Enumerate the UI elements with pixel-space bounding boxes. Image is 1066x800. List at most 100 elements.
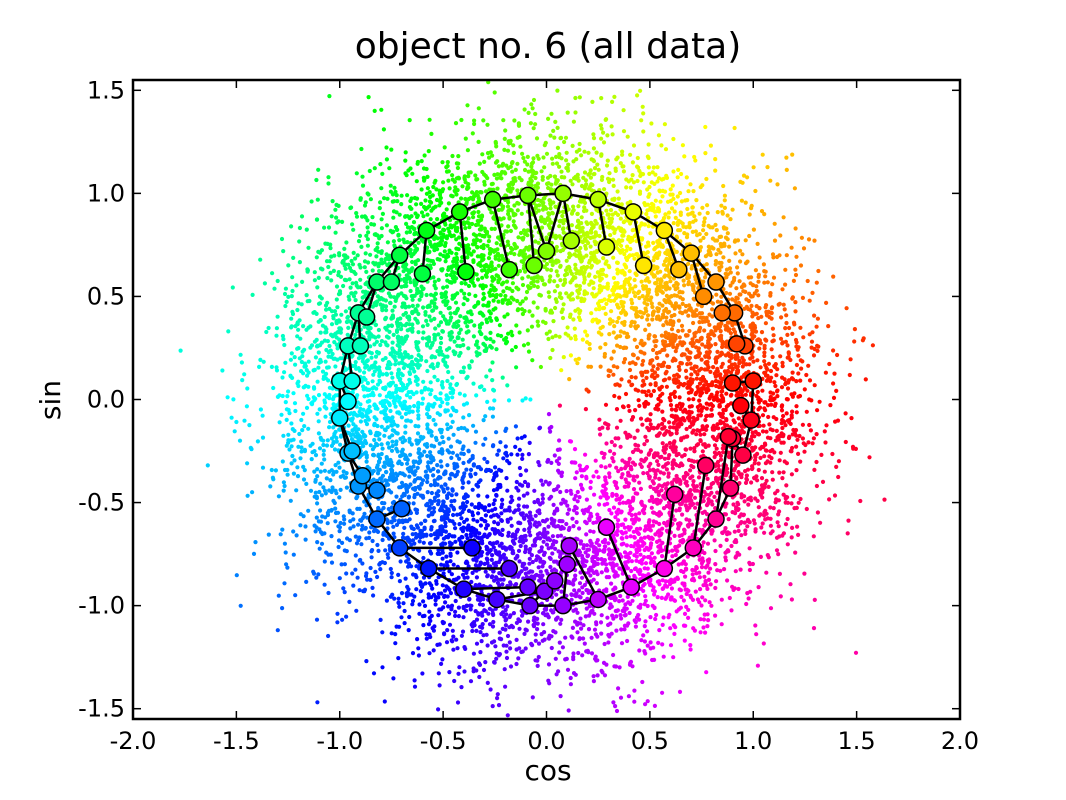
data-point xyxy=(421,379,426,384)
data-point xyxy=(541,578,546,584)
data-point xyxy=(350,222,355,227)
data-point xyxy=(588,529,593,534)
data-point xyxy=(419,390,424,395)
data-point xyxy=(653,344,658,349)
data-point xyxy=(438,320,444,325)
data-point xyxy=(655,530,660,535)
data-point xyxy=(682,527,687,532)
data-point xyxy=(553,305,558,311)
data-point xyxy=(304,579,309,585)
data-point xyxy=(648,382,653,387)
data-point xyxy=(725,423,730,428)
data-point xyxy=(479,504,484,509)
data-point xyxy=(823,370,829,375)
data-point xyxy=(686,279,692,285)
data-point xyxy=(264,329,269,335)
data-point xyxy=(514,620,520,626)
data-point xyxy=(794,340,799,345)
data-point xyxy=(415,408,420,413)
data-point xyxy=(424,292,429,298)
data-point xyxy=(651,267,656,272)
data-point xyxy=(534,203,539,208)
data-point xyxy=(511,150,516,155)
data-point xyxy=(666,471,671,476)
data-point xyxy=(661,654,666,659)
data-point xyxy=(362,203,368,208)
data-point xyxy=(811,626,817,631)
data-point xyxy=(494,241,499,246)
data-point xyxy=(685,206,690,212)
data-point xyxy=(611,183,616,188)
data-point xyxy=(314,311,319,316)
data-point xyxy=(518,144,523,149)
data-point xyxy=(637,295,642,301)
data-point xyxy=(768,505,773,510)
data-point xyxy=(523,296,529,301)
data-point xyxy=(573,493,578,498)
data-point xyxy=(268,484,273,489)
data-point xyxy=(319,296,324,301)
data-point xyxy=(498,293,503,298)
data-point xyxy=(531,97,537,103)
data-point xyxy=(648,615,653,620)
data-point xyxy=(497,630,502,635)
data-point xyxy=(375,423,380,429)
data-point xyxy=(802,387,807,392)
data-point xyxy=(738,292,743,297)
data-point xyxy=(517,626,522,631)
data-point xyxy=(446,201,451,206)
data-point xyxy=(274,368,280,373)
data-point xyxy=(663,259,668,264)
data-point xyxy=(321,376,326,381)
data-point xyxy=(606,212,611,217)
data-point xyxy=(454,472,459,477)
data-point xyxy=(745,524,750,529)
data-point xyxy=(754,632,759,637)
data-point xyxy=(455,343,460,348)
data-point xyxy=(325,276,330,281)
data-point xyxy=(447,569,452,574)
data-point xyxy=(776,524,781,529)
data-point xyxy=(465,575,470,580)
data-point xyxy=(764,338,769,343)
data-point xyxy=(437,224,442,230)
data-point xyxy=(428,392,433,397)
data-point xyxy=(354,171,359,176)
data-point xyxy=(344,571,349,576)
data-point xyxy=(668,626,673,631)
data-point xyxy=(815,510,821,515)
data-point xyxy=(772,238,778,243)
data-point xyxy=(415,637,420,642)
data-point xyxy=(484,303,489,308)
data-point xyxy=(371,372,376,377)
data-point xyxy=(329,534,334,539)
data-point xyxy=(583,452,588,457)
data-point xyxy=(801,246,807,251)
data-point xyxy=(571,119,577,124)
data-point xyxy=(284,417,289,422)
data-point xyxy=(573,357,578,362)
data-point xyxy=(583,178,589,183)
data-point xyxy=(649,121,654,126)
data-point xyxy=(299,417,304,423)
data-point xyxy=(622,484,627,489)
data-point xyxy=(628,434,633,439)
data-point xyxy=(665,321,670,326)
data-point xyxy=(804,409,809,414)
data-point xyxy=(327,94,332,99)
data-point xyxy=(574,511,579,516)
data-point xyxy=(618,695,624,700)
data-point xyxy=(367,168,372,174)
data-point xyxy=(314,575,319,580)
data-point xyxy=(391,239,396,244)
data-point xyxy=(552,289,558,294)
data-point xyxy=(451,408,457,413)
data-point xyxy=(329,309,335,314)
data-point xyxy=(641,180,646,185)
data-point xyxy=(735,524,741,529)
data-point xyxy=(725,578,730,583)
data-point xyxy=(476,493,481,498)
data-point xyxy=(582,149,587,154)
data-point xyxy=(683,368,689,373)
data-point xyxy=(680,143,686,148)
